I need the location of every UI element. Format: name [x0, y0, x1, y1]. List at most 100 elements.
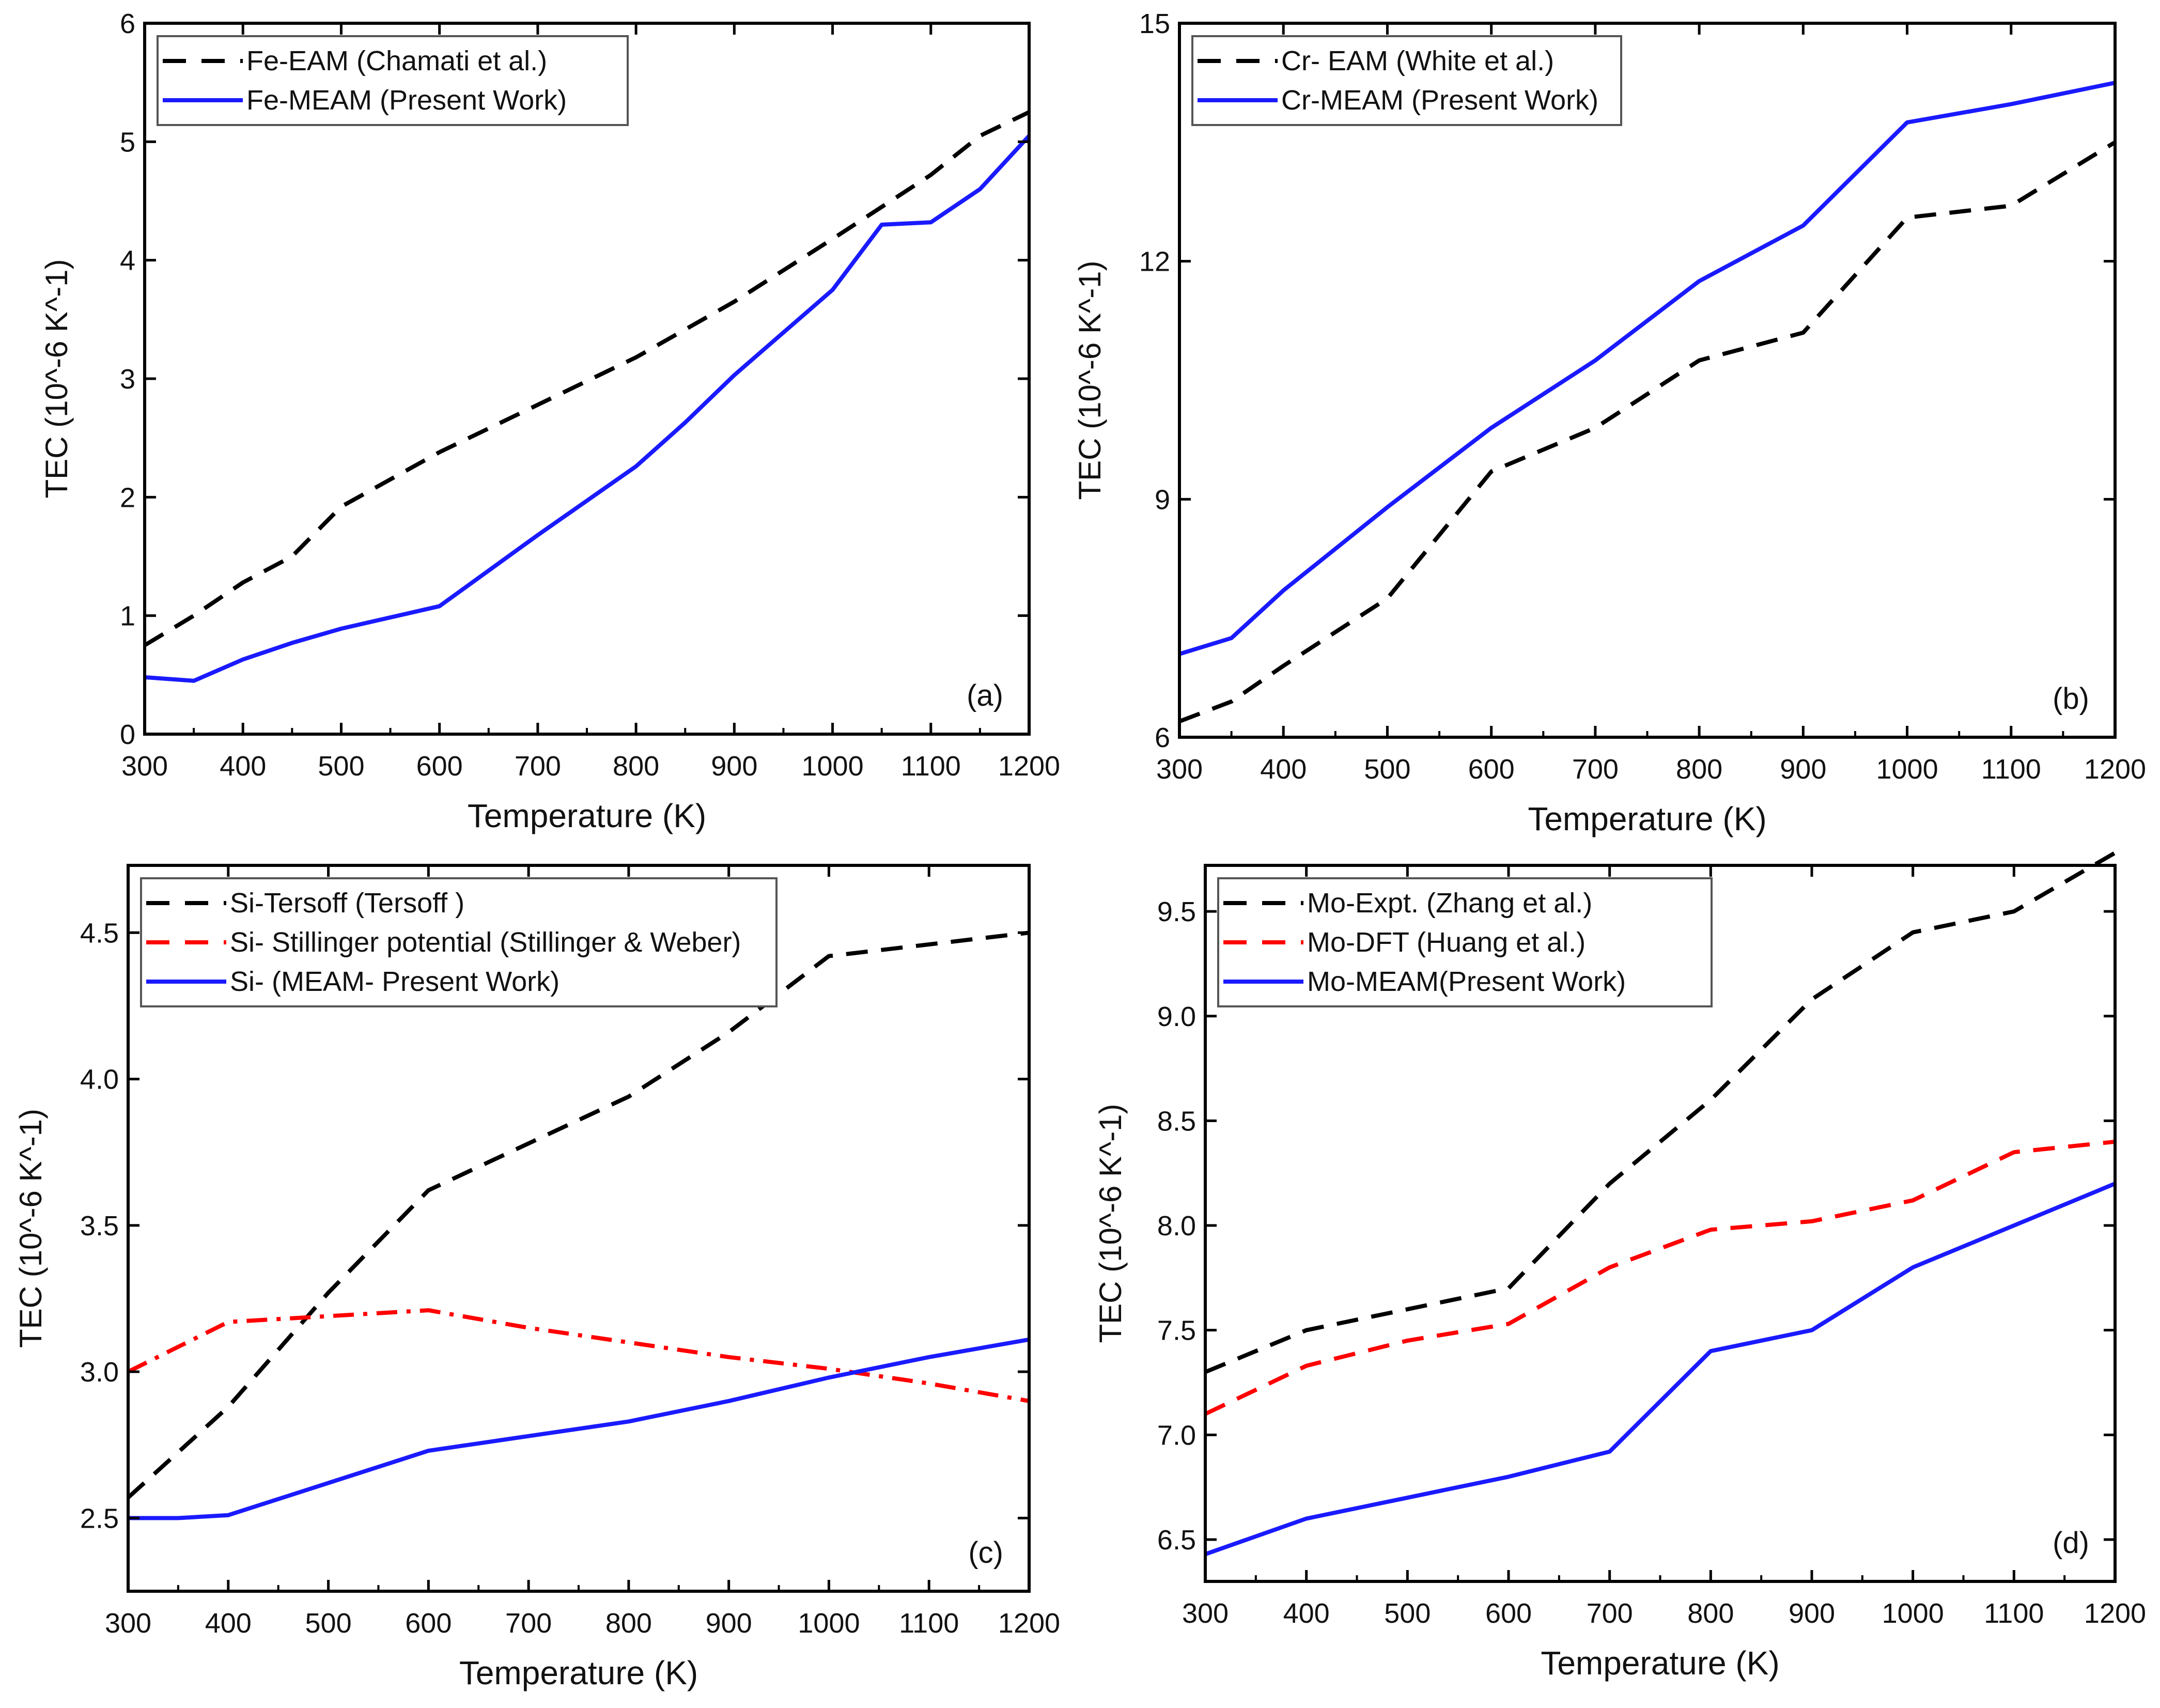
x-tick-label: 700: [505, 1608, 552, 1639]
y-tick-label: 7.0: [1157, 1420, 1196, 1451]
x-tick-label: 700: [1572, 754, 1619, 785]
x-tick-label: 1000: [1882, 1598, 1944, 1629]
series-line-0: [127, 930, 1030, 1499]
x-tick-label: 500: [318, 751, 364, 782]
y-tick-label: 2.5: [80, 1503, 119, 1534]
x-axis-label: Temperature (K): [468, 797, 706, 834]
x-tick-label: 1200: [2084, 1598, 2146, 1629]
x-tick-label: 400: [1283, 1598, 1330, 1629]
panel-label: (a): [967, 679, 1003, 712]
x-tick-label: 1200: [2084, 754, 2146, 785]
series-line-1: [1178, 81, 2116, 656]
y-tick-label: 3.5: [80, 1210, 119, 1241]
x-tick-label: 1000: [798, 1608, 860, 1639]
legend-entry: Mo-MEAM(Present Work): [1307, 966, 1626, 997]
series-line-1: [127, 1308, 1030, 1403]
legend: Fe-EAM (Chamati et al.) Fe-MEAM (Present …: [157, 35, 629, 126]
legend-box: [1191, 35, 1622, 126]
series-line-0: [1204, 851, 2117, 1374]
panel-a: 300 400 500 600 700 800 900 1000 1100 1200 0 1 2 3 4 5 6…: [39, 8, 1060, 834]
panel-b: 300 400 500 600 700 800 900 1000 1100 1200 6 9 12 15 T…: [1073, 8, 2146, 837]
x-tick-label: 500: [305, 1608, 352, 1639]
x-tick-label: 1000: [1876, 754, 1938, 785]
x-tick-label: 600: [1485, 1598, 1532, 1629]
series-line-2: [1204, 1182, 2116, 1557]
x-tick-label: 900: [1789, 1598, 1835, 1629]
y-tick-label: 8.0: [1157, 1210, 1196, 1241]
y-tick-label: 9: [1155, 484, 1170, 515]
x-tick-label: 1200: [998, 751, 1060, 782]
y-tick-label: 3: [120, 364, 135, 395]
x-tick-label: 1100: [1981, 754, 2041, 785]
x-tick-label: 800: [1687, 1598, 1734, 1629]
y-tick-label: 4.0: [80, 1064, 119, 1095]
x-tick-label: 300: [105, 1608, 151, 1639]
x-tick-label: 1100: [901, 751, 961, 782]
y-axis-label: TEC (10^-6 K^-1): [13, 1109, 48, 1348]
y-tick-label: 2: [120, 482, 135, 513]
series-line-0: [1178, 140, 2117, 724]
y-tick-label: 8.5: [1157, 1106, 1196, 1137]
x-tick-label: 1100: [1984, 1598, 2044, 1629]
x-tick-label: 900: [711, 751, 757, 782]
y-tick-label: 3.0: [80, 1357, 119, 1388]
legend-box: [140, 877, 778, 1007]
x-tick-label: 600: [405, 1608, 452, 1639]
y-tick-label: 4.5: [80, 918, 119, 949]
legend: Si-Tersoff (Tersoff ) Si- Stillinger pote…: [140, 877, 778, 1007]
y-tick-label: 5: [120, 127, 135, 158]
x-tick-label: 1000: [801, 751, 863, 782]
legend: Mo-Expt. (Zhang et al.) Mo-DFT (Huang et …: [1217, 877, 1713, 1007]
y-tick-label: 12: [1139, 246, 1170, 277]
y-tick-label: 6: [120, 8, 135, 39]
legend-entry: Si- (MEAM- Present Work): [230, 966, 560, 997]
y-axis-label: TEC (10^-6 K^-1): [39, 259, 74, 498]
x-tick-label: 500: [1364, 754, 1410, 785]
x-tick-label: 500: [1384, 1598, 1431, 1629]
x-tick-label: 600: [1468, 754, 1515, 785]
x-axis-label: Temperature (K): [1541, 1644, 1779, 1682]
y-tick-label: 7.5: [1157, 1315, 1196, 1346]
x-tick-label: 300: [121, 751, 168, 782]
legend-entry: Si-Tersoff (Tersoff ): [230, 888, 464, 919]
legend-entry: Mo-Expt. (Zhang et al.): [1307, 888, 1592, 919]
panel-label: (d): [2053, 1526, 2089, 1560]
y-tick-label: 15: [1139, 8, 1170, 39]
y-tick-label: 9.0: [1157, 1001, 1196, 1032]
x-tick-label: 300: [1156, 754, 1203, 785]
y-tick-label: 9.5: [1157, 896, 1196, 927]
legend-entry: Si- Stillinger potential (Stillinger & W…: [230, 927, 741, 958]
x-tick-label: 400: [205, 1608, 252, 1639]
series-line-1: [1204, 1139, 2116, 1416]
legend: Cr- EAM (White et al.) Cr-MEAM (Present W…: [1191, 35, 1622, 126]
x-tick-label: 1100: [899, 1608, 959, 1639]
x-tick-label: 1200: [998, 1608, 1060, 1639]
legend-entry: Cr-MEAM (Present Work): [1281, 85, 1598, 116]
x-tick-label: 700: [515, 751, 561, 782]
series-line-0: [143, 110, 1030, 647]
series-line-1: [144, 134, 1031, 683]
legend-entry: Fe-EAM (Chamati et al.): [246, 45, 547, 76]
plot-frame: [1178, 22, 2117, 739]
x-tick-label: 600: [416, 751, 463, 782]
legend-entry: Cr- EAM (White et al.): [1281, 45, 1554, 76]
x-tick-label: 800: [1676, 754, 1722, 785]
legend-entry: Mo-DFT (Huang et al.): [1307, 927, 1586, 958]
panel-label: (c): [968, 1536, 1003, 1570]
panel-label: (b): [2053, 682, 2089, 716]
legend-entry: Fe-MEAM (Present Work): [246, 85, 567, 116]
y-tick-label: 0: [120, 719, 135, 750]
x-tick-label: 800: [605, 1608, 652, 1639]
y-tick-label: 4: [120, 245, 135, 276]
y-axis-label: TEC (10^-6 K^-1): [1093, 1104, 1128, 1343]
panel-c: 300 400 500 600 700 800 900 1000 1100 1200 2.5 3.0 3…: [13, 864, 1060, 1691]
y-tick-label: 1: [120, 601, 135, 632]
y-axis-label: TEC (10^-6 K^-1): [1073, 260, 1107, 500]
x-axis-label: Temperature (K): [1528, 800, 1766, 837]
plot-frame: [143, 22, 1031, 736]
x-tick-label: 400: [220, 751, 266, 782]
x-tick-label: 300: [1182, 1598, 1229, 1629]
legend-box: [1217, 877, 1713, 1007]
y-tick-label: 6: [1155, 722, 1170, 753]
x-tick-label: 400: [1260, 754, 1307, 785]
